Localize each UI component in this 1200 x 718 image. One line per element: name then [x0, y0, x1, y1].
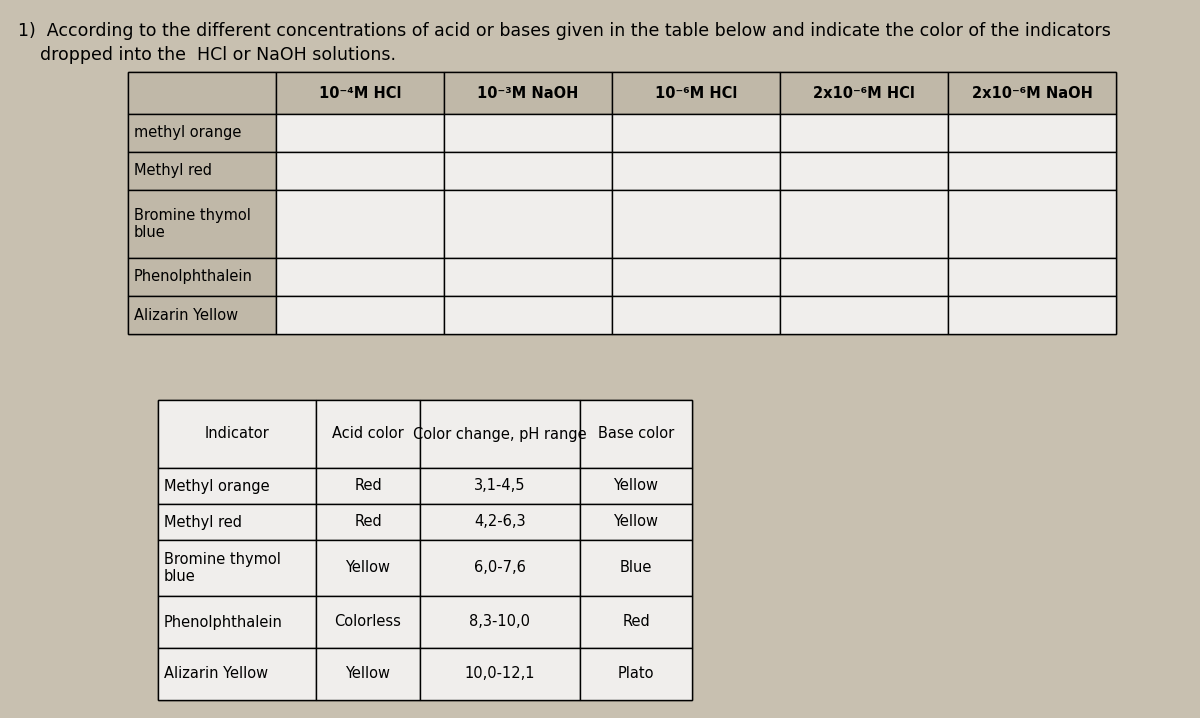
Text: Phenolphthalein: Phenolphthalein [134, 269, 253, 284]
Text: 6,0-7,6: 6,0-7,6 [474, 561, 526, 576]
Bar [420, 648, 580, 700]
Bar [128, 152, 276, 190]
Bar [612, 190, 780, 258]
Bar [444, 190, 612, 258]
Text: Bromine thymol
blue: Bromine thymol blue [134, 208, 251, 241]
Text: Indicator: Indicator [205, 426, 269, 442]
Bar [780, 190, 948, 258]
Bar [128, 114, 276, 152]
Bar [780, 72, 948, 114]
Bar [444, 72, 612, 114]
Bar [780, 296, 948, 334]
Text: Yellow: Yellow [346, 666, 390, 681]
Bar [580, 596, 692, 648]
Bar [128, 190, 276, 258]
Bar [580, 400, 692, 468]
Bar [420, 468, 580, 504]
Text: Blue: Blue [620, 561, 652, 576]
Text: Plato: Plato [618, 666, 654, 681]
Bar [158, 400, 316, 468]
Bar [580, 540, 692, 596]
Bar [948, 258, 1116, 296]
Bar [316, 400, 420, 468]
Text: Color change, pH range: Color change, pH range [413, 426, 587, 442]
Bar [580, 648, 692, 700]
Bar [276, 72, 444, 114]
Bar [420, 504, 580, 540]
Bar [780, 114, 948, 152]
Text: 10⁻⁴M HCl: 10⁻⁴M HCl [319, 85, 401, 101]
Bar [316, 468, 420, 504]
Bar [158, 468, 316, 504]
Text: Red: Red [354, 478, 382, 493]
Text: Base color: Base color [598, 426, 674, 442]
Text: 3,1-4,5: 3,1-4,5 [474, 478, 526, 493]
Text: Methyl red: Methyl red [164, 515, 242, 529]
Bar [158, 596, 316, 648]
Bar [316, 540, 420, 596]
Bar [276, 114, 444, 152]
Bar [276, 152, 444, 190]
Text: Bromine thymol
blue: Bromine thymol blue [164, 552, 281, 584]
Bar [128, 296, 276, 334]
Bar [128, 258, 276, 296]
Text: 2x10⁻⁶M HCl: 2x10⁻⁶M HCl [814, 85, 914, 101]
Bar [612, 114, 780, 152]
Text: Yellow: Yellow [346, 561, 390, 576]
Text: dropped into the  HCl or NaOH solutions.: dropped into the HCl or NaOH solutions. [18, 46, 396, 64]
Bar [612, 296, 780, 334]
Bar [444, 152, 612, 190]
Bar [420, 596, 580, 648]
Text: Phenolphthalein: Phenolphthalein [164, 615, 283, 630]
Bar [612, 72, 780, 114]
Text: Red: Red [622, 615, 650, 630]
Text: Alizarin Yellow: Alizarin Yellow [134, 307, 238, 322]
Text: 10⁻³M NaOH: 10⁻³M NaOH [478, 85, 578, 101]
Text: Yellow: Yellow [613, 478, 659, 493]
Bar [316, 648, 420, 700]
Bar [158, 504, 316, 540]
Text: 8,3-10,0: 8,3-10,0 [469, 615, 530, 630]
Text: Methyl red: Methyl red [134, 164, 212, 179]
Text: methyl orange: methyl orange [134, 126, 241, 141]
Text: 2x10⁻⁶M NaOH: 2x10⁻⁶M NaOH [972, 85, 1092, 101]
Text: Acid color: Acid color [332, 426, 404, 442]
Text: Alizarin Yellow: Alizarin Yellow [164, 666, 268, 681]
Bar [580, 468, 692, 504]
Bar [948, 72, 1116, 114]
Text: Colorless: Colorless [335, 615, 402, 630]
Text: 10⁻⁶M HCl: 10⁻⁶M HCl [655, 85, 737, 101]
Bar [158, 540, 316, 596]
Text: Yellow: Yellow [613, 515, 659, 529]
Bar [316, 596, 420, 648]
Bar [276, 296, 444, 334]
Bar [420, 400, 580, 468]
Bar [948, 190, 1116, 258]
Bar [316, 504, 420, 540]
Text: 4,2-6,3: 4,2-6,3 [474, 515, 526, 529]
Text: Red: Red [354, 515, 382, 529]
Bar [276, 190, 444, 258]
Bar [580, 504, 692, 540]
Bar [128, 72, 1116, 334]
Bar [276, 258, 444, 296]
Bar [444, 114, 612, 152]
Bar [780, 258, 948, 296]
Text: Methyl orange: Methyl orange [164, 478, 270, 493]
Bar [612, 258, 780, 296]
Bar [948, 114, 1116, 152]
Bar [420, 540, 580, 596]
Text: 10,0-12,1: 10,0-12,1 [464, 666, 535, 681]
Bar [612, 152, 780, 190]
Bar [948, 296, 1116, 334]
Bar [780, 152, 948, 190]
Bar [158, 648, 316, 700]
Bar [128, 72, 276, 114]
Bar [948, 152, 1116, 190]
Bar [158, 400, 692, 700]
Text: 1)  According to the different concentrations of acid or bases given in the tabl: 1) According to the different concentrat… [18, 22, 1111, 40]
Bar [444, 296, 612, 334]
Bar [444, 258, 612, 296]
